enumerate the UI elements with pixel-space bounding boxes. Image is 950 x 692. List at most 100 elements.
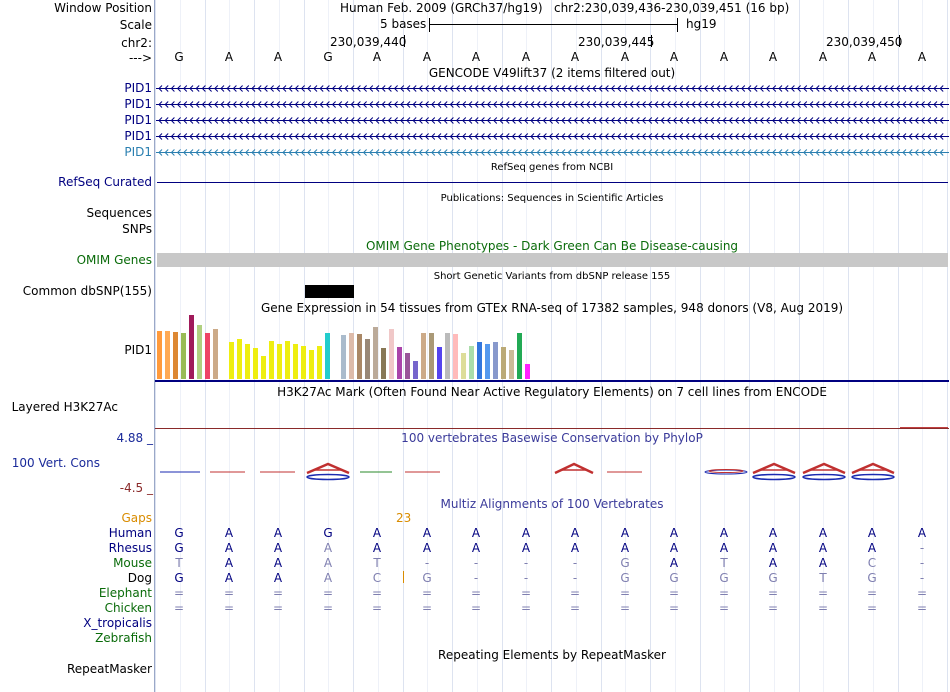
sequences-label[interactable]: Sequences (86, 206, 152, 220)
gtex-tissue-bar[interactable] (525, 364, 530, 379)
gtex-tissue-bar[interactable] (173, 332, 178, 379)
multiz-title[interactable]: Multiz Alignments of 100 Vertebrates (440, 497, 664, 511)
phylop-signal[interactable] (155, 462, 949, 486)
gtex-tissue-bar[interactable] (421, 333, 426, 379)
gencode-transcript[interactable] (156, 100, 949, 109)
species-label[interactable]: Mouse (113, 556, 152, 570)
gtex-tissue-bar[interactable] (445, 333, 450, 379)
gtex-tissue-bar[interactable] (509, 350, 514, 379)
gtex-tissue-bar[interactable] (237, 339, 242, 379)
h3k27-label[interactable]: Layered H3K27Ac (11, 400, 118, 414)
publications-title[interactable]: Publications: Sequences in Scientific Ar… (440, 193, 664, 204)
species-label[interactable]: Elephant (98, 586, 152, 600)
gtex-tissue-bar[interactable] (309, 350, 314, 379)
gtex-tissue-bar[interactable] (405, 353, 410, 379)
repeatmasker-title[interactable]: Repeating Elements by RepeatMasker (438, 648, 666, 662)
gtex-tissue-bar[interactable] (261, 356, 266, 379)
alignment-base: A (818, 526, 828, 540)
gtex-tissue-bar[interactable] (301, 346, 306, 379)
gaps-label[interactable]: Gaps (121, 511, 152, 525)
alignment-base: A (570, 541, 580, 555)
dbsnp-variant[interactable] (305, 285, 354, 298)
dbsnp-label[interactable]: Common dbSNP(155) (22, 284, 152, 298)
gtex-tissue-bar[interactable] (205, 333, 210, 379)
tick-mark-2 (651, 35, 652, 47)
species-label[interactable]: Human (108, 526, 152, 540)
gtex-tissue-bar[interactable] (429, 333, 434, 379)
gencode-row-label[interactable]: PID1 (124, 129, 152, 143)
gencode-row-label[interactable]: PID1 (124, 97, 152, 111)
gtex-tissue-bar[interactable] (389, 329, 394, 379)
species-label[interactable]: Chicken (104, 601, 152, 615)
gtex-tissue-bar[interactable] (293, 344, 298, 379)
omim-bar[interactable] (157, 253, 948, 267)
gencode-transcript[interactable] (156, 148, 949, 157)
alignment-base: = (569, 586, 581, 600)
gtex-tissue-bar[interactable] (213, 329, 218, 379)
gtex-tissue-bar[interactable] (477, 342, 482, 379)
sequence-base: A (867, 50, 877, 64)
gencode-row-label[interactable]: PID1 (124, 81, 152, 95)
gtex-tissue-bar[interactable] (453, 334, 458, 379)
gtex-tissue-bar[interactable] (437, 347, 442, 379)
species-label[interactable]: Zebrafish (95, 631, 152, 645)
gtex-tissue-bar[interactable] (253, 348, 258, 379)
gtex-tissue-bar[interactable] (501, 347, 506, 379)
phylop-glyph (554, 462, 594, 475)
gtex-tissue-bar[interactable] (493, 342, 498, 379)
gtex-tissue-bar[interactable] (285, 341, 290, 379)
gtex-tissue-bar[interactable] (165, 331, 170, 379)
gtex-tissue-bar[interactable] (381, 348, 386, 379)
gtex-tissue-bar[interactable] (197, 325, 202, 379)
gencode-row-label[interactable]: PID1 (124, 113, 152, 127)
gencode-transcript[interactable] (156, 132, 949, 141)
alignment-base: G (620, 571, 630, 585)
gtex-tissue-bar[interactable] (157, 331, 162, 379)
gencode-title[interactable]: GENCODE V49lift37 (2 items filtered out) (428, 66, 676, 80)
species-label[interactable]: X_tropicalis (83, 616, 152, 630)
omim-title[interactable]: OMIM Gene Phenotypes - Dark Green Can Be… (365, 239, 739, 253)
gtex-tissue-bar[interactable] (269, 341, 274, 379)
gtex-tissue-bar[interactable] (357, 334, 362, 379)
refseq-label[interactable]: RefSeq Curated (58, 175, 152, 189)
gtex-tissue-bar[interactable] (461, 353, 466, 379)
alignment-base: A (273, 571, 283, 585)
gencode-transcript[interactable] (156, 84, 949, 93)
gtex-tissue-bar[interactable] (349, 333, 354, 379)
gtex-tissue-bar[interactable] (317, 346, 322, 379)
species-label[interactable]: Dog (127, 571, 152, 585)
alignment-base: = (421, 601, 433, 615)
alignment-base: = (817, 601, 829, 615)
omim-label[interactable]: OMIM Genes (76, 253, 152, 267)
snps-label[interactable]: SNPs (122, 222, 152, 236)
gtex-title[interactable]: Gene Expression in 54 tissues from GTEx … (260, 301, 844, 315)
gtex-tissue-bar[interactable] (485, 344, 490, 379)
gtex-tissue-bar[interactable] (325, 333, 330, 379)
gtex-tissue-bar[interactable] (517, 333, 522, 379)
gtex-tissue-bar[interactable] (341, 335, 346, 379)
gtex-tissue-bar[interactable] (373, 327, 378, 379)
gtex-tissue-bar[interactable] (181, 333, 186, 379)
gtex-label[interactable]: PID1 (124, 343, 152, 357)
gtex-tissue-bar[interactable] (413, 361, 418, 379)
alignment-base: A (422, 541, 432, 555)
refseq-title[interactable]: RefSeq genes from NCBI (490, 162, 614, 173)
gtex-tissue-bar[interactable] (277, 344, 282, 379)
repeatmasker-label[interactable]: RepeatMasker (66, 662, 152, 676)
gtex-tissue-bar[interactable] (245, 344, 250, 379)
gtex-tissue-bar[interactable] (469, 346, 474, 379)
gtex-tissue-bar[interactable] (229, 342, 234, 379)
gtex-tissue-bar[interactable] (365, 339, 370, 379)
h3k27-title[interactable]: H3K27Ac Mark (Often Found Near Active Re… (277, 385, 827, 399)
phylop-title[interactable]: 100 vertebrates Basewise Conservation by… (401, 431, 703, 445)
phylop-label[interactable]: 100 Vert. Cons (11, 456, 100, 470)
dbsnp-title[interactable]: Short Genetic Variants from dbSNP releas… (433, 271, 671, 282)
tick-mark-1 (404, 35, 405, 47)
species-label[interactable]: Rhesus (108, 541, 152, 555)
alignment-base: A (669, 556, 679, 570)
gtex-tissue-bar[interactable] (397, 347, 402, 379)
gencode-row-label[interactable]: PID1 (124, 145, 152, 159)
refseq-line[interactable] (157, 182, 948, 183)
gencode-transcript[interactable] (156, 116, 949, 125)
gtex-tissue-bar[interactable] (189, 315, 194, 379)
